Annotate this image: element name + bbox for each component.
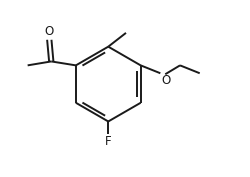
Text: F: F: [105, 135, 112, 148]
Text: O: O: [45, 25, 54, 38]
Text: O: O: [161, 74, 170, 87]
